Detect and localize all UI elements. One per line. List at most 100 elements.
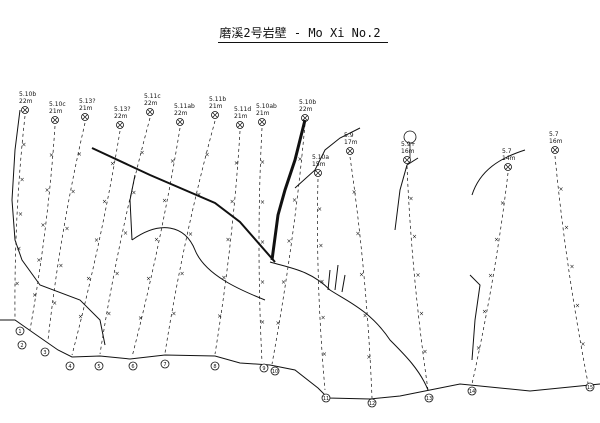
route-number-badge[interactable] <box>40 347 50 357</box>
route-line <box>271 123 306 365</box>
route-grade: 5.10b <box>19 91 36 98</box>
tree-icon <box>403 130 417 158</box>
bolt-x-icon: × <box>16 246 21 253</box>
bolt-x-icon: × <box>570 264 575 271</box>
route-number: 15 <box>587 385 593 391</box>
title-underline <box>218 42 388 43</box>
route-4[interactable]: × × × × × 5.13?22m 4 <box>65 106 131 371</box>
route-grade: 5.10ab <box>256 103 277 110</box>
route-number: 4 <box>68 364 71 370</box>
route-number: 13 <box>426 396 432 402</box>
route-13[interactable]: × × × × × 5.9+16m 13 <box>401 141 434 403</box>
route-line <box>71 130 121 356</box>
route-grade: 5.9 <box>344 132 354 139</box>
bolt-x-icon: × <box>359 272 364 279</box>
ridge-14 <box>471 149 526 196</box>
route-grade: 5.11d <box>234 106 251 113</box>
bolt-x-icon: × <box>65 226 70 233</box>
ground-line <box>0 319 600 400</box>
bolt-x-icon: × <box>86 275 91 282</box>
route-number-badge[interactable] <box>15 326 25 336</box>
anchor-ring-icon <box>146 108 154 116</box>
bolt-x-icon: × <box>292 197 297 204</box>
bolt-x-icon: × <box>363 313 368 320</box>
route-length: 14m <box>502 155 516 162</box>
bolt-x-icon: × <box>106 311 111 318</box>
route-number-badge[interactable] <box>259 363 269 373</box>
route-number-badge[interactable] <box>367 398 377 408</box>
bolt-x-icon: × <box>317 206 322 213</box>
route-length: 22m <box>174 110 188 117</box>
route-number-badge[interactable] <box>424 393 434 403</box>
route-number-badge[interactable] <box>94 361 104 371</box>
anchor-ring-icon <box>116 121 124 129</box>
bolt-x-icon: × <box>146 276 151 283</box>
route-number-badge[interactable] <box>270 366 280 376</box>
route-length: 21m <box>49 108 63 115</box>
route-grade: 5.13? <box>79 98 96 105</box>
page-title: 磨溪2号岩壁 - Mo Xi No.2 <box>219 26 381 40</box>
bolt-x-icon: × <box>476 345 481 352</box>
bolt-x-icon: × <box>320 279 325 286</box>
route-line <box>349 156 373 399</box>
route-number-badge[interactable] <box>321 393 331 403</box>
route-length: 22m <box>19 98 33 105</box>
route-number: 5 <box>97 364 100 370</box>
bush-left <box>327 264 346 293</box>
route-number-badge[interactable] <box>17 340 27 350</box>
bolt-x-icon: × <box>36 257 41 264</box>
route-number: 6 <box>131 364 134 370</box>
route-number: 9 <box>262 366 265 372</box>
route-number: 14 <box>469 389 475 395</box>
bolt-x-icon: × <box>154 237 159 244</box>
bolt-x-icon: × <box>32 292 37 299</box>
anchor-ring-icon <box>346 147 354 155</box>
route-number: 3 <box>43 350 46 356</box>
bolt-x-icon: × <box>575 302 580 309</box>
dihedral-crack <box>270 119 307 261</box>
route-number-badge[interactable] <box>160 359 170 369</box>
bolt-x-icon: × <box>423 349 428 356</box>
bolt-x-icon: × <box>409 195 414 202</box>
bolt-x-icon: × <box>205 152 210 159</box>
bolt-x-icon: × <box>412 234 417 241</box>
route-number-badge[interactable] <box>128 361 138 371</box>
bolt-x-icon: × <box>318 242 323 249</box>
route-number-badge[interactable] <box>585 382 595 392</box>
route-number: 11 <box>323 396 329 402</box>
route-line <box>131 127 181 358</box>
bolt-x-icon: × <box>78 314 83 321</box>
bolt-x-icon: × <box>416 272 421 279</box>
bolt-x-icon: × <box>15 280 20 287</box>
route-length: 21m <box>234 113 248 120</box>
bolt-x-icon: × <box>500 200 505 207</box>
bolt-x-icon: × <box>45 187 50 194</box>
route-number-badge[interactable] <box>65 361 75 371</box>
anchor-ring-icon <box>551 146 559 154</box>
route-grade: 5.7 <box>549 131 559 138</box>
bolt-x-icon: × <box>196 191 201 198</box>
bolt-x-icon: × <box>298 156 303 163</box>
bolt-x-icon: × <box>276 320 281 327</box>
bolt-x-icon: × <box>355 230 360 237</box>
bolt-x-icon: × <box>188 231 193 238</box>
bolt-x-icon: × <box>260 199 265 206</box>
route-number-badge[interactable] <box>210 361 220 371</box>
bolt-x-icon: × <box>260 239 265 246</box>
route-number-badge[interactable] <box>467 386 477 396</box>
route-line <box>29 125 56 331</box>
route-grade: 5.13? <box>114 106 131 113</box>
